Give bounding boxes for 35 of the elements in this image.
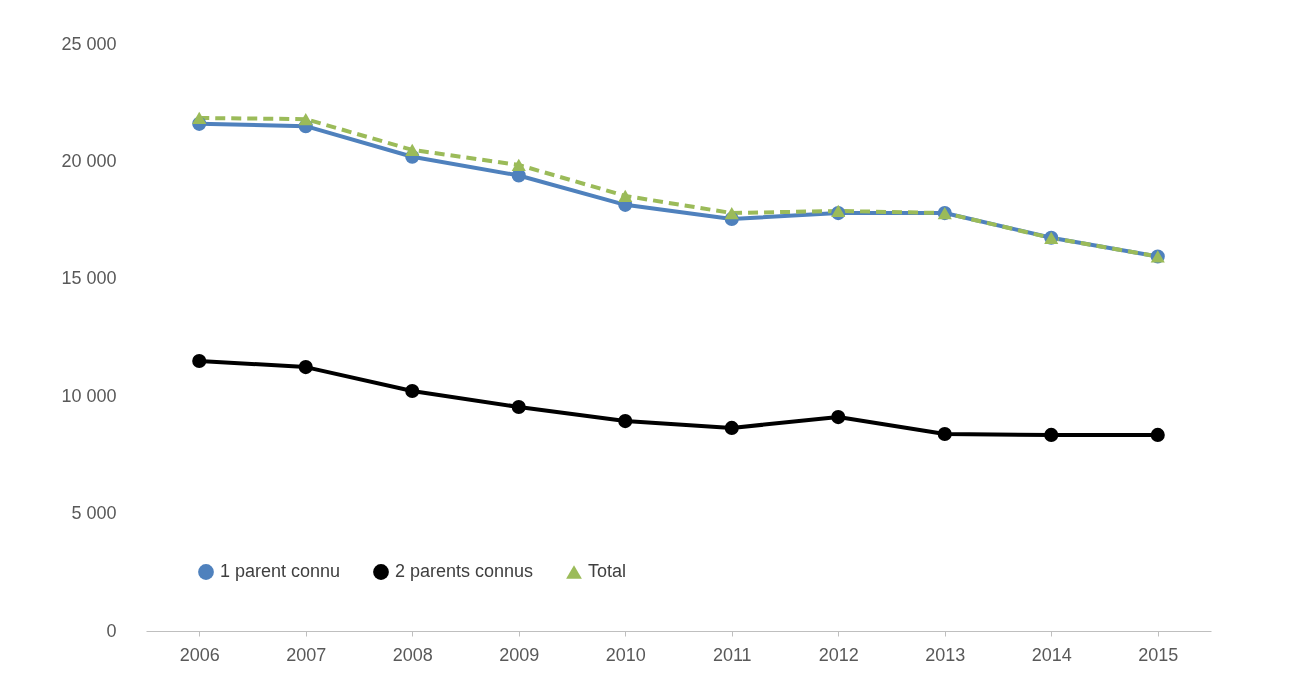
point xyxy=(192,111,207,125)
point xyxy=(618,414,633,429)
legend-label: Total xyxy=(588,561,627,581)
y-tick-label: 20 000 xyxy=(61,150,117,171)
point xyxy=(192,353,207,369)
point xyxy=(1044,427,1059,442)
legend-label: 1 parent connu xyxy=(220,561,341,581)
y-tick-label: 5 000 xyxy=(71,503,117,524)
x-tick-label: 2011 xyxy=(712,644,752,665)
point xyxy=(405,383,420,399)
x-tick-label: 2006 xyxy=(179,644,220,665)
point xyxy=(298,113,313,126)
y-tick-label: 15 000 xyxy=(61,268,117,289)
x-tick-label: 2007 xyxy=(286,644,327,665)
point xyxy=(1150,427,1165,442)
y-tick-label: 10 000 xyxy=(61,385,117,406)
y-tick-label: 25 000 xyxy=(61,33,117,54)
x-tick-label: 2015 xyxy=(1138,644,1179,665)
point xyxy=(618,189,633,203)
x-tick-label: 2013 xyxy=(925,644,966,665)
point xyxy=(298,360,313,375)
x-tick-label: 2012 xyxy=(818,644,859,665)
point xyxy=(724,206,739,220)
point xyxy=(511,399,526,415)
x-tick-label: 2008 xyxy=(392,644,433,665)
point xyxy=(724,420,739,435)
point xyxy=(511,158,526,172)
point xyxy=(831,410,846,425)
x-tick-label: 2014 xyxy=(1031,644,1072,665)
legend-label: 2 parents connus xyxy=(395,561,534,581)
point xyxy=(937,426,952,442)
x-tick-label: 2009 xyxy=(499,644,540,665)
point xyxy=(405,143,420,157)
y-tick-label: 0 xyxy=(106,620,117,641)
x-tick-label: 2010 xyxy=(605,644,646,665)
